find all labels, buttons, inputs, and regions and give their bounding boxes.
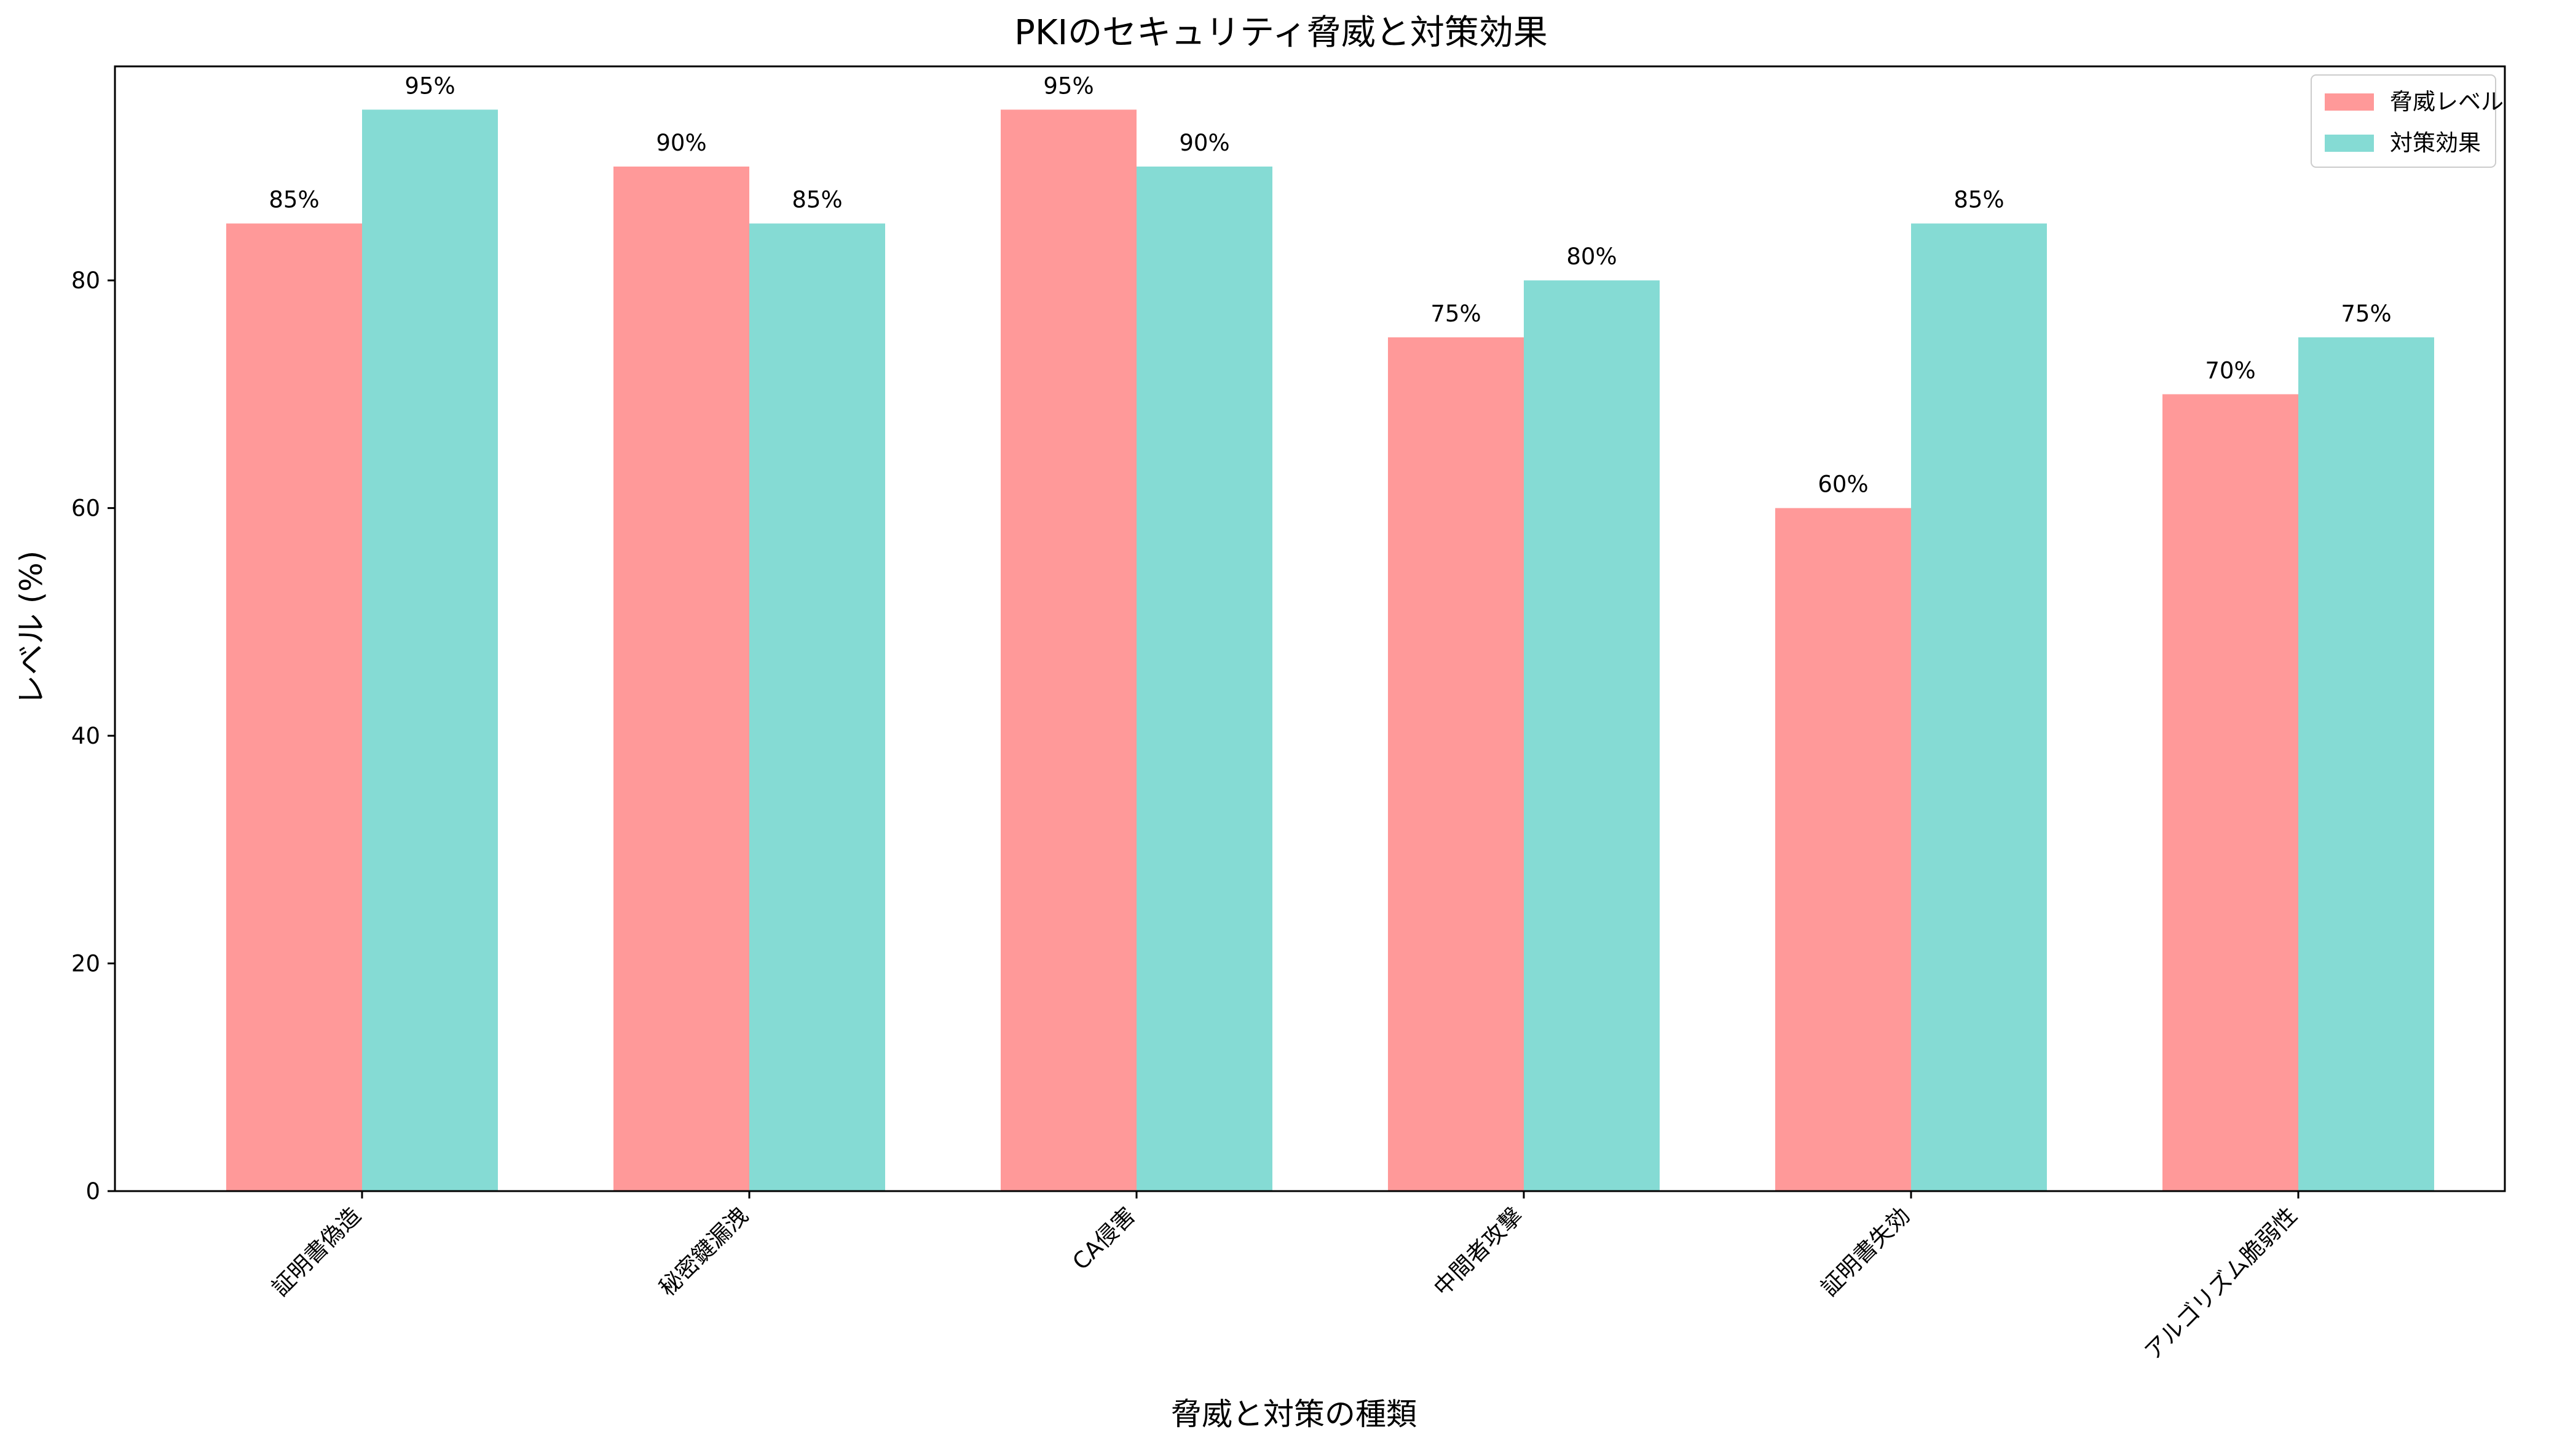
bar-threat [1388,337,1524,1191]
data-label: 60% [1818,471,1868,498]
bar-threat [1775,508,1911,1191]
chart-title: PKIのセキュリティ脅威と対策効果 [1014,13,1548,53]
x-tick-label: 中間者攻撃 [1429,1202,1527,1301]
x-axis: 証明書偽造 秘密鍵漏洩 CA侵害 中間者攻撃 証明書失効 アルゴリズム脆弱性 [267,1191,2302,1365]
y-axis: 0 20 40 60 80 [71,267,115,1205]
data-label: 85% [792,187,842,213]
x-tick-label: CA侵害 [1067,1202,1140,1275]
data-label: 90% [656,130,706,156]
data-label: 95% [404,73,455,99]
y-tick-label: 40 [71,723,100,749]
legend-swatch [2325,135,2374,152]
data-label: 90% [1179,130,1229,156]
bar-threat [1001,109,1137,1191]
bar-countermeasure [1911,223,2047,1191]
bar-countermeasure [749,223,885,1191]
legend-swatch [2325,93,2374,111]
bar-countermeasure [2298,337,2434,1191]
y-tick-label: 80 [71,267,100,294]
data-label: 80% [1566,243,1617,270]
data-label: 85% [269,187,319,213]
x-tick-label: アルゴリズム脆弱性 [2139,1202,2302,1365]
y-tick-label: 20 [71,951,100,977]
data-label: 75% [2341,301,2391,327]
x-tick-label: 秘密鍵漏洩 [654,1202,753,1301]
data-label: 70% [2205,357,2255,384]
y-axis-label: レベル (%) [14,551,49,706]
bar-threat [2162,394,2298,1191]
x-axis-label: 脅威と対策の種類 [1171,1396,1417,1432]
bar-threat [226,223,362,1191]
plot-frame [114,65,2506,1192]
data-label: 95% [1043,73,1094,99]
bar-countermeasure [1524,280,1660,1191]
bar-countermeasure [1137,166,1272,1191]
legend-entry: 対策効果 [2390,130,2481,156]
bar-threat [613,166,749,1191]
x-tick-label: 証明書失効 [1816,1202,1915,1301]
plot-area: 85% 90% 95% 75% 60% 70% 95% 85% 90% 80% 85% 75% [226,73,2434,1191]
y-tick-label: 60 [71,495,100,522]
y-tick-label: 0 [85,1178,100,1205]
x-tick-label: 証明書偽造 [267,1202,366,1301]
bar-countermeasure [362,109,498,1191]
data-label: 75% [1430,301,1481,327]
data-label: 85% [1953,187,2004,213]
legend-entry: 脅威レベル [2390,89,2504,115]
